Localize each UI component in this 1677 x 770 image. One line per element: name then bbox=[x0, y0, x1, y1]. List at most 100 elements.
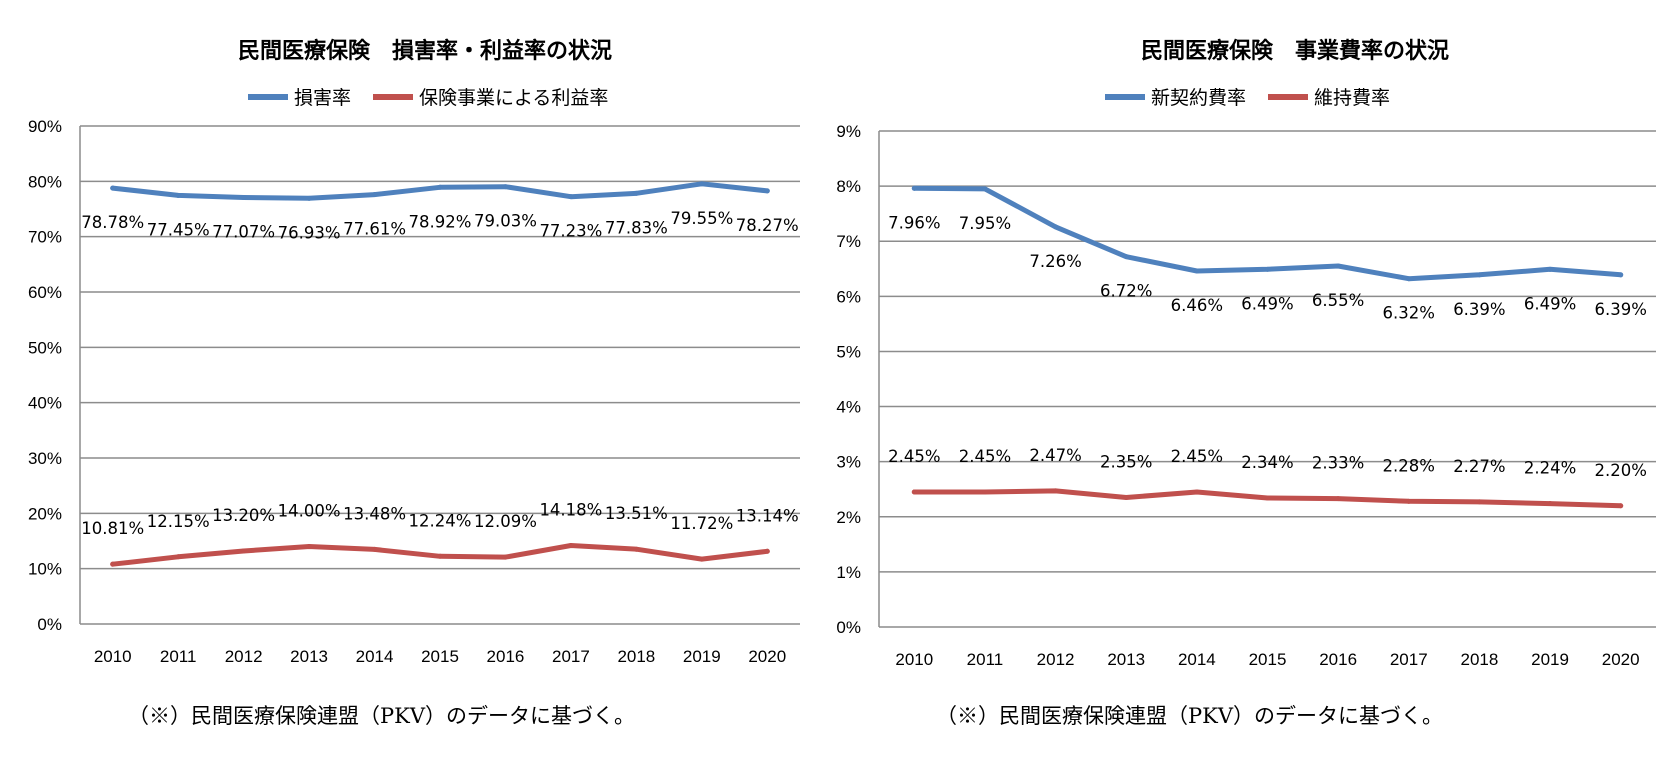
x-tick-label: 2018 bbox=[1460, 650, 1498, 669]
y-tick-label: 50% bbox=[28, 338, 62, 357]
expense-ratio-chart: 民間医療保険 事業費率の状況 新契約費率 維持費率 0% 1% 2% 3% 4% 5% 6% 7% 8… bbox=[810, 0, 1656, 770]
data-point bbox=[1123, 254, 1129, 260]
data-point bbox=[699, 181, 705, 187]
data-label: 13.48% bbox=[343, 504, 406, 523]
data-point bbox=[1618, 272, 1624, 278]
x-tick-label: 2020 bbox=[1602, 650, 1640, 669]
data-label: 6.55% bbox=[1312, 291, 1364, 310]
data-source-note-right: （※）民間医療保険連盟（PKV）のデータに基づく。 bbox=[936, 704, 1443, 728]
data-label: 77.61% bbox=[343, 220, 406, 239]
data-label: 2.24% bbox=[1524, 459, 1576, 478]
data-label: 11.72% bbox=[670, 514, 733, 533]
chart-title: 民間医療保険 損害率・利益率の状況 bbox=[238, 38, 612, 64]
data-point bbox=[372, 192, 378, 198]
data-point bbox=[437, 184, 443, 190]
data-point bbox=[568, 543, 574, 549]
x-tick-label: 2016 bbox=[487, 647, 525, 666]
loss-profit-chart: 民間医療保険 損害率・利益率の状況 損害率 保険事業による利益率 0% 10% 20% 30… bbox=[0, 0, 838, 770]
legend-label-1: 新契約費率 bbox=[1151, 87, 1246, 109]
data-point bbox=[1265, 266, 1270, 272]
data-label: 2.35% bbox=[1100, 452, 1152, 471]
data-label: 2.33% bbox=[1312, 454, 1364, 473]
data-label: 7.96% bbox=[888, 213, 940, 232]
data-label: 14.00% bbox=[278, 502, 341, 521]
data-point bbox=[982, 489, 988, 495]
x-tick-label: 2011 bbox=[160, 647, 197, 666]
data-point bbox=[241, 548, 247, 554]
y-tick-label: 2% bbox=[836, 508, 861, 527]
legend-label-2: 維持費率 bbox=[1314, 87, 1390, 109]
data-point bbox=[1194, 489, 1200, 495]
data-label: 77.07% bbox=[212, 223, 275, 242]
data-point bbox=[437, 553, 443, 559]
x-tick-label: 2012 bbox=[1037, 650, 1075, 669]
data-point bbox=[1194, 268, 1200, 274]
data-label: 77.83% bbox=[605, 218, 668, 237]
data-label: 79.55% bbox=[670, 209, 733, 228]
data-point bbox=[502, 184, 508, 190]
y-tick-label: 5% bbox=[836, 342, 861, 361]
x-tick-label: 2013 bbox=[290, 647, 328, 666]
data-label: 6.49% bbox=[1241, 294, 1293, 313]
y-tick-label: 1% bbox=[836, 563, 861, 582]
x-tick-label: 2018 bbox=[617, 647, 655, 666]
data-label: 6.39% bbox=[1594, 300, 1646, 319]
data-source-note-left: （※）民間医療保険連盟（PKV）のデータに基づく。 bbox=[128, 704, 635, 728]
data-point bbox=[1618, 503, 1624, 509]
data-point bbox=[911, 185, 917, 191]
x-tick-label: 2011 bbox=[967, 650, 1004, 669]
legend-label-2: 保険事業による利益率 bbox=[419, 87, 608, 109]
data-point bbox=[372, 546, 378, 552]
data-label: 10.81% bbox=[81, 519, 144, 538]
x-tick-label: 2014 bbox=[1178, 650, 1216, 669]
data-point bbox=[1265, 495, 1270, 501]
data-point bbox=[175, 192, 181, 198]
data-point bbox=[764, 548, 770, 554]
data-label: 2.20% bbox=[1594, 461, 1646, 480]
data-label: 7.26% bbox=[1029, 252, 1081, 271]
chart-title: 民間医療保険 事業費率の状況 bbox=[1141, 38, 1449, 64]
data-label: 78.78% bbox=[81, 213, 144, 232]
data-point bbox=[502, 554, 508, 560]
data-point bbox=[1406, 498, 1412, 504]
data-label: 2.45% bbox=[888, 447, 940, 466]
data-label: 79.03% bbox=[474, 212, 537, 231]
data-label: 2.45% bbox=[959, 447, 1011, 466]
x-tick-label: 2015 bbox=[421, 647, 459, 666]
y-tick-label: 0% bbox=[836, 618, 861, 637]
data-point bbox=[306, 195, 312, 201]
data-label: 6.49% bbox=[1524, 294, 1576, 313]
y-tick-label: 4% bbox=[836, 398, 861, 417]
data-point bbox=[633, 190, 639, 196]
data-point bbox=[110, 185, 116, 191]
y-tick-label: 10% bbox=[28, 560, 62, 579]
data-label: 12.09% bbox=[474, 512, 537, 531]
y-tick-label: 6% bbox=[836, 287, 861, 306]
x-tick-label: 2014 bbox=[356, 647, 394, 666]
legend-label-1: 損害率 bbox=[294, 87, 351, 109]
y-tick-label: 70% bbox=[28, 228, 62, 247]
data-point bbox=[764, 188, 770, 194]
y-tick-label: 0% bbox=[37, 615, 62, 634]
y-tick-label: 30% bbox=[28, 449, 62, 468]
data-point bbox=[699, 556, 705, 562]
data-point bbox=[1476, 499, 1482, 505]
x-tick-label: 2017 bbox=[552, 647, 590, 666]
x-tick-label: 2017 bbox=[1390, 650, 1428, 669]
x-tick-label: 2010 bbox=[895, 650, 933, 669]
y-tick-label: 8% bbox=[836, 177, 861, 196]
data-point bbox=[1053, 224, 1059, 230]
x-tick-label: 2013 bbox=[1107, 650, 1145, 669]
data-label: 77.45% bbox=[147, 220, 210, 239]
data-point bbox=[1547, 266, 1553, 272]
data-label: 7.95% bbox=[959, 214, 1011, 233]
data-label: 6.39% bbox=[1453, 300, 1505, 319]
y-tick-label: 40% bbox=[28, 394, 62, 413]
data-label: 77.23% bbox=[539, 222, 602, 241]
y-tick-label: 7% bbox=[836, 232, 861, 251]
data-label: 2.28% bbox=[1383, 456, 1435, 475]
y-tick-label: 90% bbox=[28, 117, 62, 136]
data-label: 76.93% bbox=[278, 223, 341, 242]
